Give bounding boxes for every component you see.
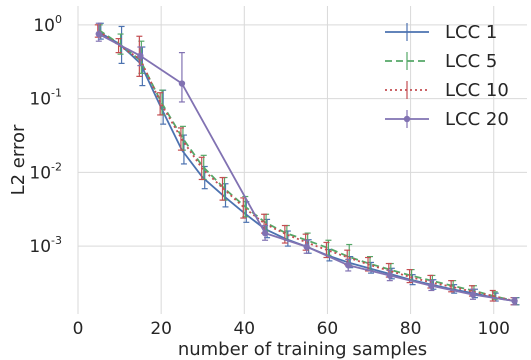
y-axis-title: L2 error — [8, 124, 29, 195]
legend-label: LCC 5 — [445, 51, 497, 72]
grid — [77, 6, 527, 314]
data-point — [386, 272, 394, 279]
y-tick-label: 100 — [33, 13, 62, 36]
data-point — [345, 262, 352, 269]
legend-label: LCC 1 — [445, 22, 497, 43]
data-point — [469, 291, 477, 298]
data-point — [261, 229, 269, 237]
x-tick-label: 80 — [400, 319, 422, 339]
x-tick-label: 40 — [233, 319, 255, 339]
y-tick-label: 10-3 — [29, 234, 62, 257]
tick-labels: 0 20 40 60 80 100 10-3 10-2 10-1 100 — [29, 13, 510, 339]
x-tick-label: 20 — [150, 319, 172, 339]
legend-item: LCC 10 — [385, 80, 509, 101]
legend-item: LCC 20 — [385, 109, 509, 130]
data-point — [511, 297, 518, 305]
series-group — [94, 22, 520, 306]
data-point — [178, 80, 186, 87]
y-tick-label: 10-2 — [29, 160, 62, 183]
y-tick-label: 10-1 — [29, 87, 62, 110]
legend-item: LCC 5 — [385, 51, 497, 72]
series-line — [98, 29, 515, 302]
legend-item: LCC 1 — [385, 22, 497, 43]
series-line — [98, 33, 515, 302]
data-point — [137, 52, 144, 60]
data-point — [303, 243, 310, 250]
plot-area — [78, 6, 527, 314]
legend-label: LCC 20 — [445, 109, 509, 130]
data-point — [428, 282, 435, 289]
legend: LCC 1 LCC 5 LCC 10 LCC 20 — [385, 22, 509, 130]
x-tick-label: 60 — [317, 319, 339, 339]
series-lcc-20 — [95, 22, 518, 306]
legend-marker — [403, 115, 411, 123]
x-tick-label: 100 — [478, 319, 510, 339]
x-tick-label: 0 — [73, 319, 84, 339]
legend-label: LCC 10 — [445, 80, 509, 101]
data-point — [95, 30, 102, 38]
x-axis-title: number of training samples — [178, 339, 427, 360]
